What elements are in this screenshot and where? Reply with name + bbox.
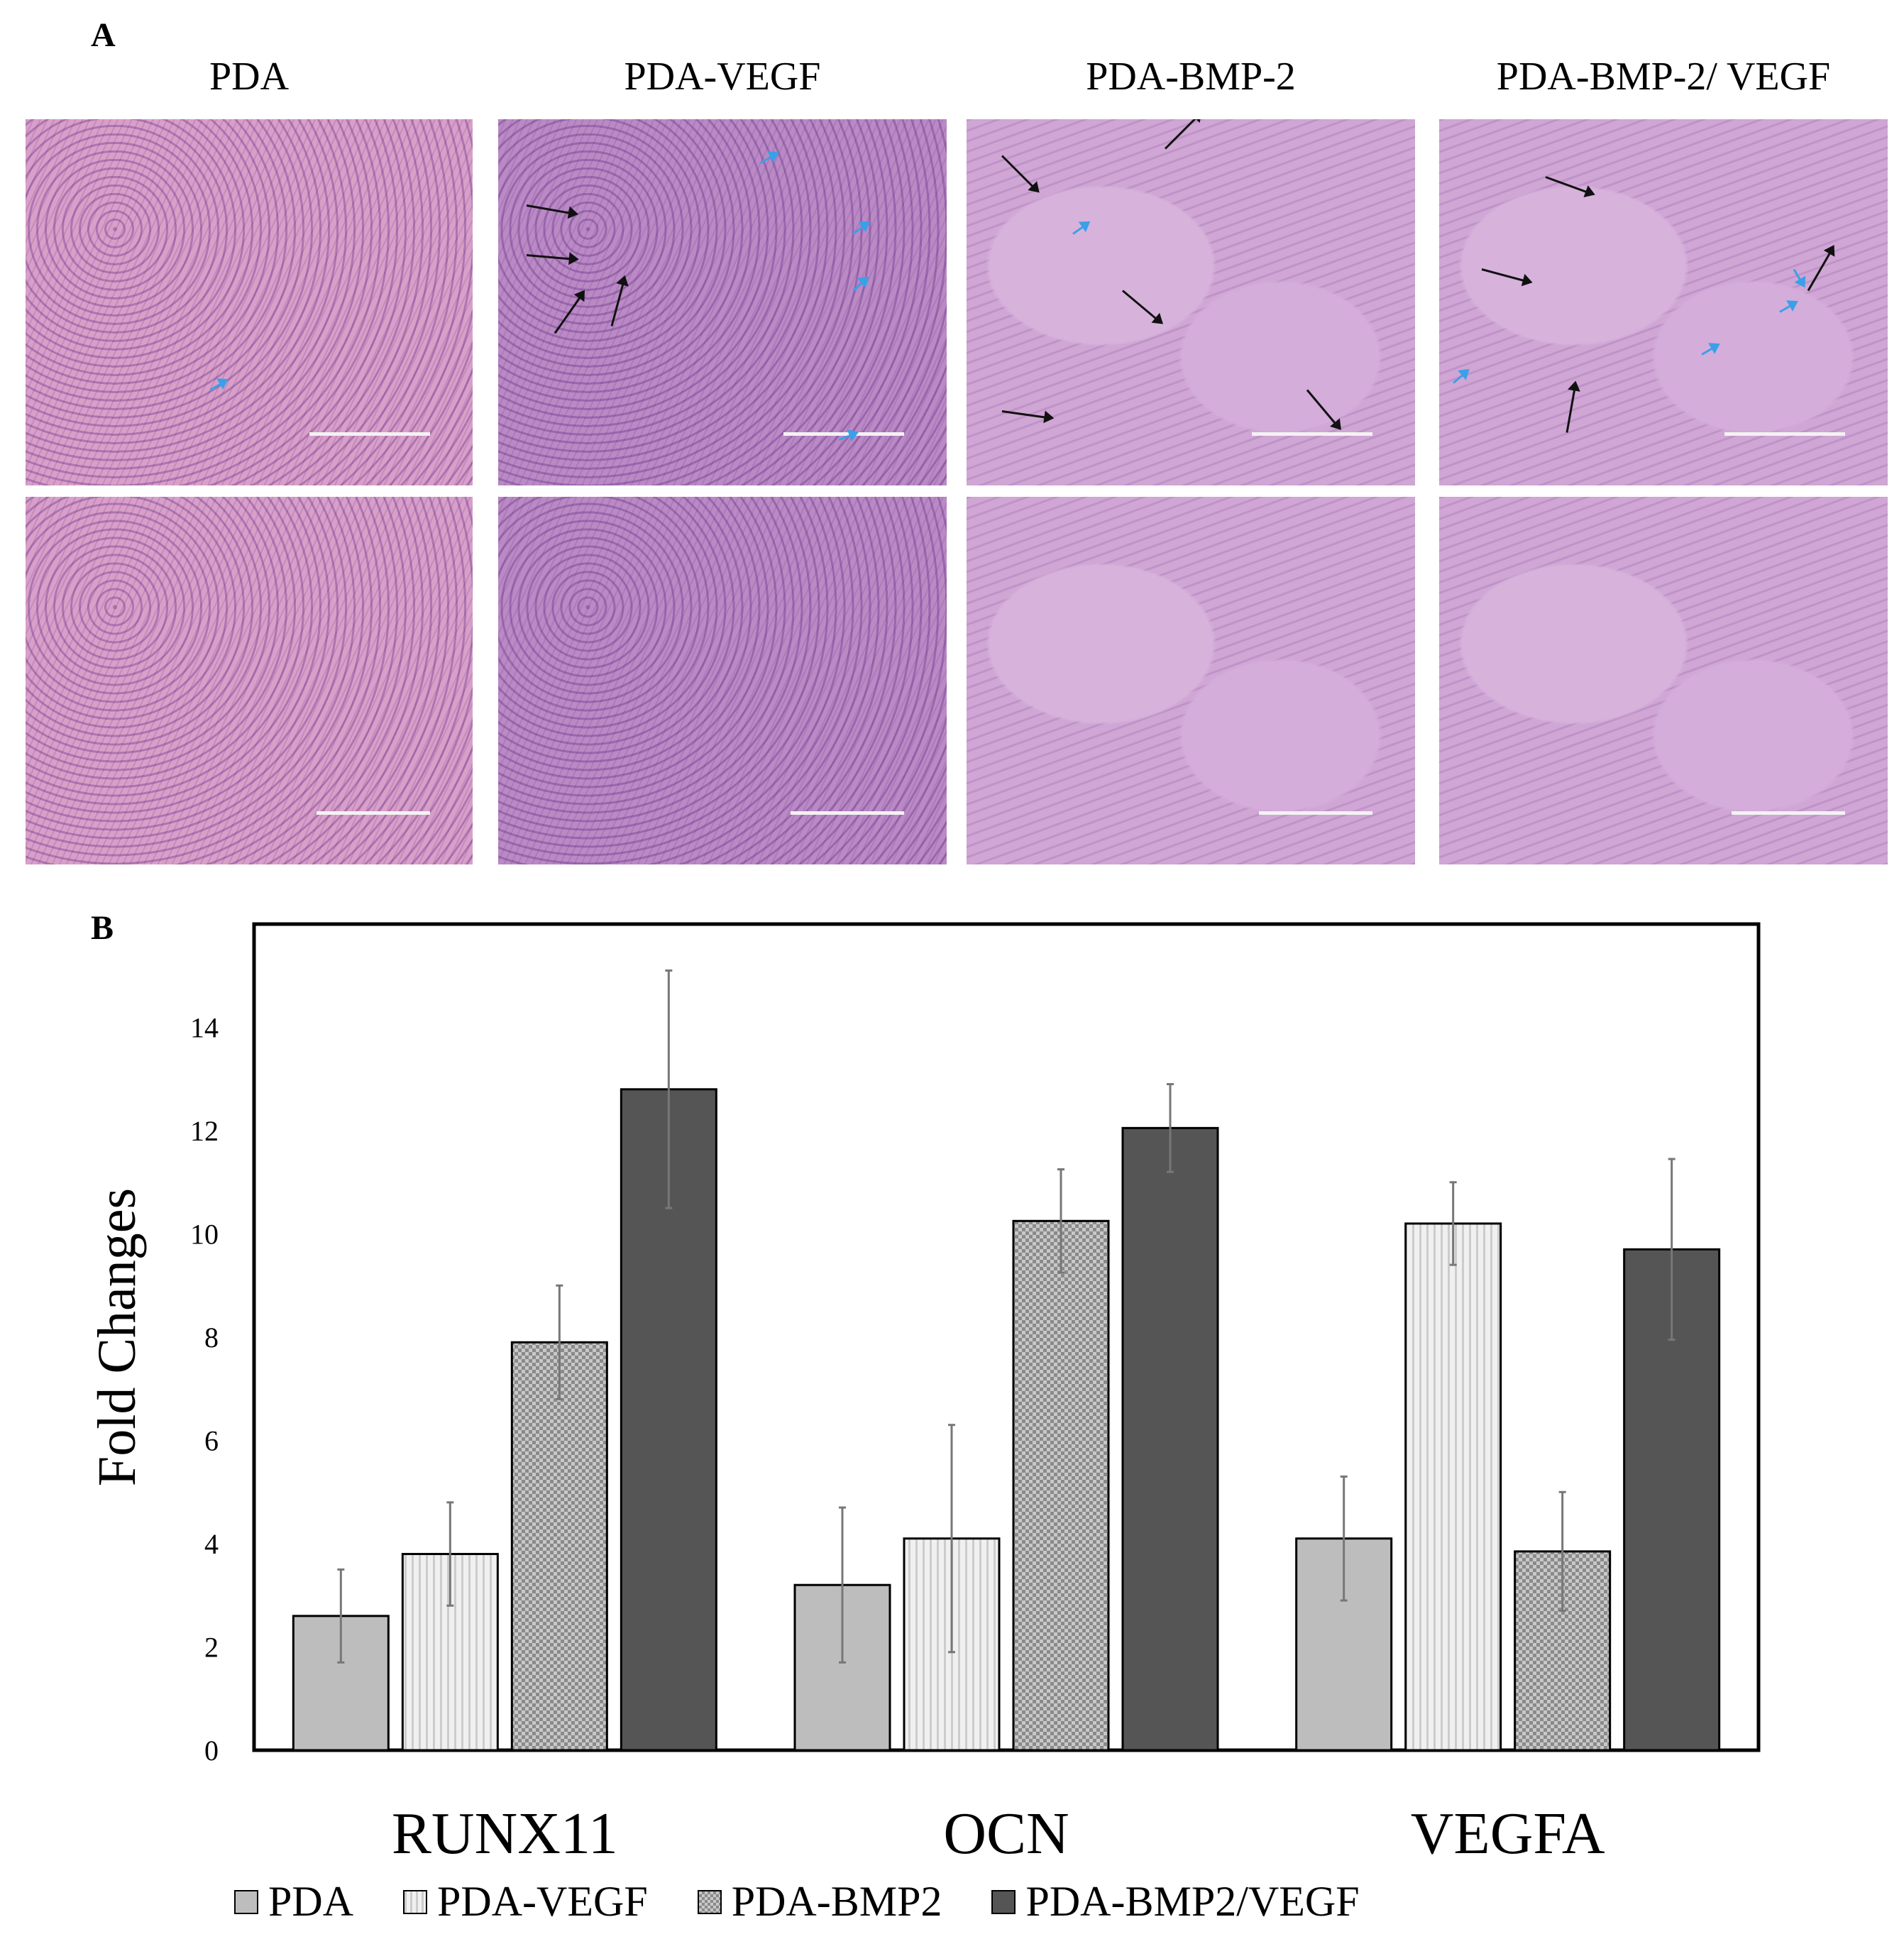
tissue-texture	[1439, 497, 1888, 864]
legend-swatch	[697, 1889, 722, 1914]
scale-bar	[317, 811, 430, 815]
panel-b-letter: B	[91, 909, 114, 947]
tissue-texture	[1439, 119, 1888, 485]
category-label: RUNX11	[392, 1801, 618, 1867]
tissue-texture	[26, 119, 473, 485]
scale-bar	[791, 811, 904, 815]
legend-swatch	[234, 1889, 258, 1914]
legend-label: PDA-VEGF	[437, 1878, 648, 1925]
scale-bar	[309, 432, 430, 436]
y-tick-label: 14	[190, 1012, 219, 1044]
scale-bar	[1724, 432, 1845, 436]
tissue-texture	[26, 497, 473, 864]
column-title: PDA	[209, 55, 290, 99]
column-title: PDA-BMP-2	[1086, 55, 1296, 99]
category-label: OCN	[943, 1801, 1069, 1867]
tissue-texture	[498, 497, 947, 864]
legend-item: PDA-BMP2	[697, 1877, 942, 1926]
micrograph-tile	[26, 497, 473, 864]
y-axis-label: Fold Changes	[87, 1188, 147, 1486]
column-title: PDA-BMP-2/ VEGF	[1496, 55, 1831, 99]
scale-bar	[783, 432, 904, 436]
micrograph-tile	[967, 119, 1415, 485]
y-tick-label: 2	[204, 1632, 219, 1664]
legend-item: PDA	[234, 1877, 353, 1926]
micrograph-tile	[498, 497, 947, 864]
scale-bar	[1259, 811, 1372, 815]
y-tick-label: 12	[190, 1115, 219, 1147]
column-title: PDA-VEGF	[624, 55, 821, 99]
micrograph-tile	[967, 497, 1415, 864]
legend-item: PDA-VEGF	[403, 1877, 648, 1926]
legend-swatch	[403, 1889, 428, 1914]
legend-label: PDA-BMP2	[731, 1878, 942, 1925]
micrograph-tile	[26, 119, 473, 485]
micrograph-tile	[1439, 497, 1888, 864]
plot-frame	[252, 922, 1761, 1752]
legend: PDA PDA-VEGF PDA-BMP2 PDA-BMP2/VEGF	[234, 1877, 1360, 1926]
legend-label: PDA-BMP2/VEGF	[1025, 1878, 1360, 1925]
y-tick-label: 8	[204, 1322, 219, 1353]
bar	[510, 1341, 608, 1752]
category-label: VEGFA	[1411, 1801, 1605, 1867]
bar-chart: 0 2 4 6 8 10 12 14 Fold Changes RUNX11 OCN VEGFA	[87, 922, 1761, 1867]
bar	[1121, 1126, 1219, 1752]
scale-bar	[1252, 432, 1372, 436]
y-tick-label: 4	[204, 1528, 219, 1560]
panel-a-letter: A	[91, 16, 116, 54]
legend-item: PDA-BMP2/VEGF	[991, 1877, 1360, 1926]
micrograph-tile	[498, 119, 947, 485]
scale-bar	[1732, 811, 1845, 815]
y-tick-label: 0	[204, 1735, 219, 1767]
micrograph-tile	[1439, 119, 1888, 485]
tissue-texture	[967, 119, 1415, 485]
tissue-texture	[498, 119, 947, 485]
y-tick-label: 10	[190, 1219, 219, 1251]
legend-label: PDA	[268, 1878, 354, 1925]
y-tick-label: 6	[204, 1425, 219, 1457]
tissue-texture	[967, 497, 1415, 864]
legend-swatch	[991, 1889, 1016, 1914]
bar	[1404, 1222, 1502, 1752]
bar	[1012, 1219, 1110, 1752]
